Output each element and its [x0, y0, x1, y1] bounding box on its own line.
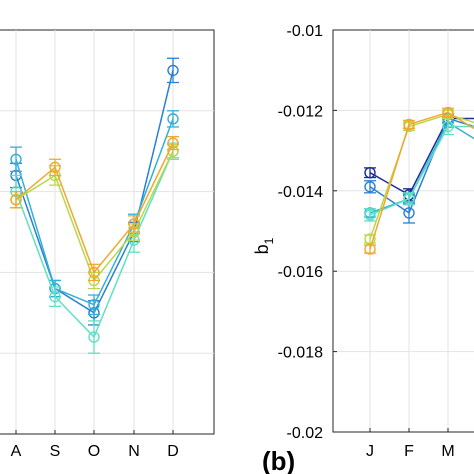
panel-b-series-5-continuation: [447, 111, 474, 130]
panel-a-x-tick-label-4: D: [167, 443, 179, 460]
panel-b-y-ticks: -0.01 -0.012 -0.014 -0.016 -0.018 -0.02: [278, 23, 337, 442]
panel-b: -0.01 -0.012 -0.014 -0.016 -0.018 -0.02 J F M b…: [252, 23, 474, 474]
panel-a-series-1-point-0: [10, 153, 22, 165]
panel-a-series: [10, 57, 179, 354]
panel-b-series-5-point-0: [364, 243, 376, 255]
panel-b-x-tick-label-0: J: [366, 443, 374, 460]
panel-a-x-tick-label-2: O: [88, 443, 100, 460]
panel-b-series-1-point-0: [364, 181, 376, 193]
panel-a-series-4-point-1: [49, 161, 61, 174]
panel-b-series-5-point-1: [403, 118, 415, 131]
panel-b-series-1-point-1: [403, 207, 415, 219]
panel-b-y-axis-label: b1: [252, 237, 276, 254]
panel-a-series-4-point-2: [88, 266, 100, 279]
panel-b-y-tick-label-1: -0.012: [278, 103, 323, 120]
panel-b-y-tick-label-3: -0.016: [278, 264, 323, 281]
panel-a-series-4-point-4: [167, 137, 179, 149]
panel-a-series-2-point-1: [49, 290, 61, 303]
panel-b-series-0-point-0: [364, 167, 376, 179]
panel-a-series-1-point-2: [88, 299, 100, 311]
panel-a-series-4-point-3: [128, 218, 140, 230]
panel-b-x-tick-label-1: F: [404, 443, 414, 460]
panel-b-series-3-point-1: [403, 193, 415, 205]
panel-b-y-tick-label-5: -0.02: [287, 425, 324, 442]
panel-b-x-tick-label-2: M: [441, 443, 454, 460]
panel-a-axes-box: [0, 29, 215, 435]
panel-b-series-3-point-0: [364, 209, 376, 221]
panel-a-series-4-point-0: [10, 193, 22, 206]
panel-a-series-1-point-4: [167, 113, 179, 125]
panel-a-x-tick-label-1: S: [50, 443, 61, 460]
panel-b-axes-box: [332, 29, 474, 433]
panel-a-grid: [0, 30, 214, 434]
panel-b-series: [364, 106, 474, 255]
panel-b-y-tick-label-0: -0.01: [287, 23, 324, 40]
panel-a-series-2-point-2: [88, 331, 100, 343]
panel-b-series-5-point-2: [442, 106, 454, 119]
panel-b-grid: [333, 30, 474, 432]
panel-b-y-tick-label-4: -0.018: [278, 345, 323, 362]
panel-a-series-0-point-4: [167, 64, 179, 77]
panel-b-y-tick-label-2: -0.014: [278, 184, 323, 201]
panel-a-x-tick-label-3: N: [128, 443, 140, 460]
panel-b-y-axis-label-subscript: 1: [262, 237, 276, 244]
panel-b-y-axis-label-main: b: [252, 244, 272, 254]
panel-b-label: (b): [262, 446, 295, 474]
panel-a-x-tick-label-0: A: [11, 443, 22, 460]
